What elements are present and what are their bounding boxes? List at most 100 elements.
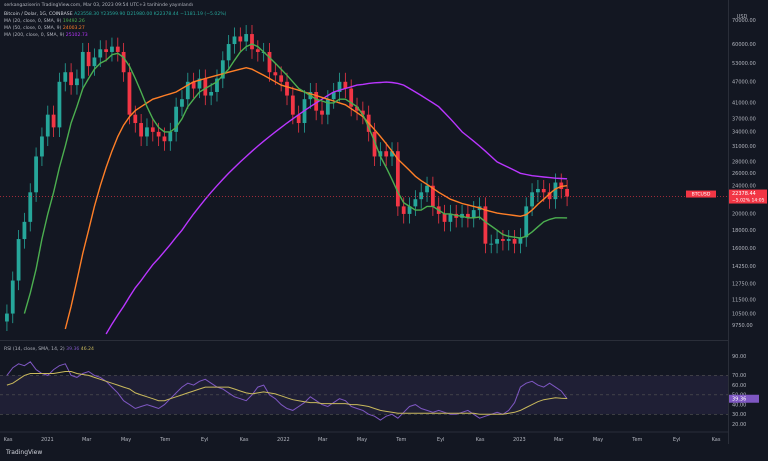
- symbol-name[interactable]: Bitcoin / Dolar, 1G, COINBASE: [4, 12, 73, 17]
- candle-body: [40, 136, 44, 157]
- candle-body: [296, 114, 301, 124]
- candle-body: [226, 44, 231, 61]
- candle-body: [162, 136, 167, 142]
- x-tick-label: Mar: [82, 437, 92, 443]
- candle-body: [430, 185, 435, 207]
- candle-body: [465, 213, 470, 218]
- candle-body: [203, 78, 208, 96]
- x-tick-label: 2023: [513, 437, 526, 443]
- x-tick-label: Kas: [712, 437, 721, 443]
- candle-body: [495, 239, 499, 244]
- x-tick-label: May: [593, 437, 603, 443]
- ma20-line: [23, 43, 568, 314]
- y-tick-label: 9750.00: [732, 323, 753, 329]
- candle-body: [343, 81, 348, 89]
- candle-body: [413, 199, 418, 207]
- y-tick-label: 20000.00: [732, 212, 756, 218]
- candle-body: [10, 280, 15, 314]
- candle-body: [384, 151, 389, 157]
- candle-body: [80, 51, 85, 79]
- price-tag: [729, 189, 767, 204]
- candle-body: [121, 51, 126, 73]
- x-tick-label: Eyl: [437, 437, 445, 443]
- candle-body: [5, 313, 9, 322]
- candle-body: [360, 110, 365, 115]
- candle-body: [337, 81, 342, 92]
- candle-body: [244, 34, 249, 42]
- candle-body: [325, 99, 330, 115]
- candle-body: [320, 110, 324, 115]
- candle-body: [127, 72, 132, 115]
- y-tick-label: 18000.00: [732, 228, 756, 234]
- candle-body: [110, 46, 114, 52]
- ma50-legend[interactable]: MA (50, close, 0, SMA, 9) 24003.27: [4, 26, 85, 31]
- y-tick-label: 11500.00: [732, 297, 756, 303]
- candle-body: [174, 106, 179, 132]
- candle-body: [565, 188, 569, 197]
- candle-body: [536, 188, 540, 193]
- x-tick-label: 2021: [41, 437, 54, 443]
- candle-body: [215, 78, 219, 92]
- candle-body: [314, 91, 319, 111]
- candle-body: [355, 106, 359, 111]
- ma20-legend[interactable]: MA (20, close, 0, SMA, 9) 19492.26: [4, 19, 85, 24]
- candle-body: [16, 239, 21, 281]
- y-tick-label: 37000.00: [732, 117, 756, 123]
- x-tick-label: Eyl: [673, 437, 681, 443]
- candle-body: [133, 114, 138, 124]
- tradingview-logo[interactable]: TradingView: [6, 449, 43, 456]
- symbol-tag: [686, 190, 716, 198]
- rsi-tick-label: 90.00: [732, 354, 746, 360]
- x-tick-label: Tem: [395, 437, 406, 443]
- y-tick-label: 60000.00: [732, 42, 756, 48]
- x-tick-label: Tem: [159, 437, 170, 443]
- candle-body: [51, 114, 56, 128]
- candle-body: [524, 206, 529, 238]
- candle-body: [197, 78, 202, 89]
- candle-body: [180, 99, 184, 107]
- candle-body: [407, 206, 412, 214]
- rsi-tick-label: 20.00: [732, 422, 746, 428]
- candle-body: [238, 36, 243, 42]
- x-tick-label: May: [121, 437, 131, 443]
- candle-body: [349, 88, 354, 107]
- candle-body: [98, 49, 103, 58]
- y-tick-label: 31000.00: [732, 144, 756, 150]
- candle-body: [390, 151, 394, 157]
- candle-body: [34, 156, 38, 193]
- x-tick-label: Mar: [554, 437, 564, 443]
- candle-body: [553, 182, 558, 200]
- ma200-line: [105, 81, 568, 335]
- y-tick-label: 12750.00: [732, 281, 756, 287]
- candle-body: [69, 72, 73, 86]
- candle-body: [139, 123, 144, 137]
- candle-body: [518, 237, 523, 244]
- candle-body: [331, 91, 336, 100]
- x-tick-label: Mar: [318, 437, 328, 443]
- x-tick-label: Eyl: [201, 437, 209, 443]
- price-axis-border: [728, 0, 729, 444]
- rsi-value-tag: [729, 394, 759, 403]
- candle-body: [22, 221, 27, 240]
- rsi-line: [6, 361, 568, 421]
- y-tick-label: 41000.00: [732, 101, 756, 107]
- ma200-legend[interactable]: MA (200, close, 0, SMA, 9) 25102.73: [4, 33, 88, 38]
- candle-body: [541, 188, 546, 193]
- price-tag-value: 22378.44: [732, 191, 756, 197]
- candle-body: [425, 185, 429, 193]
- rsi-legend[interactable]: RSI (14, close, SMA, 14, 2) 39.36 46.24: [4, 347, 94, 352]
- y-tick-label: 16000.00: [732, 246, 756, 252]
- candle-body: [150, 127, 155, 132]
- ma50-line: [64, 66, 568, 330]
- x-tick-label: May: [357, 437, 367, 443]
- x-tick-label: Kas: [240, 437, 249, 443]
- rsi-ma-line: [6, 371, 568, 415]
- candle-body: [483, 206, 488, 244]
- candle-body: [285, 81, 289, 96]
- candle-body: [63, 72, 68, 82]
- candle-body: [145, 127, 149, 137]
- rsi-tick-label: 30.00: [732, 412, 746, 418]
- pane-divider: [0, 340, 728, 341]
- candle-body: [442, 213, 447, 222]
